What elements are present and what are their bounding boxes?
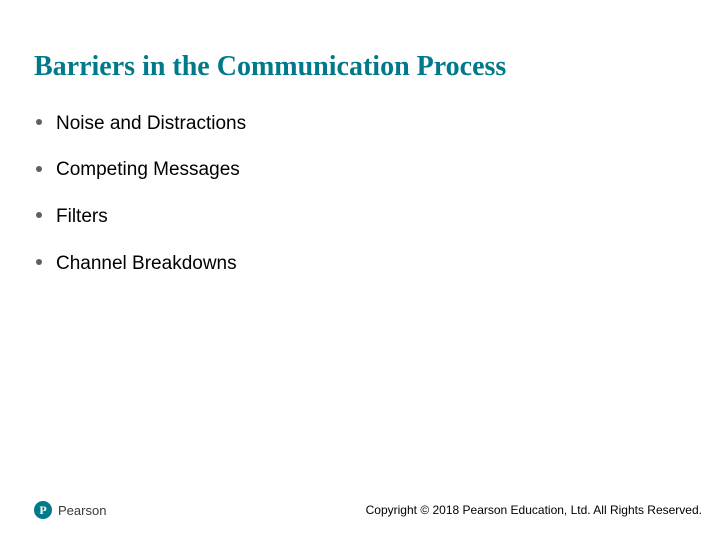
slide-title: Barriers in the Communication Process xyxy=(34,50,686,84)
list-item-text: Filters xyxy=(56,206,108,227)
bullet-dot-icon xyxy=(36,119,42,125)
list-item: Channel Breakdowns xyxy=(34,252,686,277)
list-item-text: Competing Messages xyxy=(56,159,240,180)
footer: P Pearson Copyright © 2018 Pearson Educa… xyxy=(0,496,720,524)
bullet-list: Noise and Distractions Competing Message… xyxy=(34,112,686,277)
brand-name: Pearson xyxy=(58,503,106,518)
list-item-text: Noise and Distractions xyxy=(56,113,246,134)
brand-logo-icon: P xyxy=(34,501,52,519)
bullet-dot-icon xyxy=(36,212,42,218)
brand: P Pearson xyxy=(34,501,106,519)
list-item: Competing Messages xyxy=(34,158,686,183)
bullet-dot-icon xyxy=(36,166,42,172)
bullet-dot-icon xyxy=(36,259,42,265)
list-item: Filters xyxy=(34,205,686,230)
list-item-text: Channel Breakdowns xyxy=(56,253,237,274)
list-item: Noise and Distractions xyxy=(34,112,686,137)
copyright-text: Copyright © 2018 Pearson Education, Ltd.… xyxy=(366,503,702,517)
slide: Barriers in the Communication Process No… xyxy=(0,0,720,540)
